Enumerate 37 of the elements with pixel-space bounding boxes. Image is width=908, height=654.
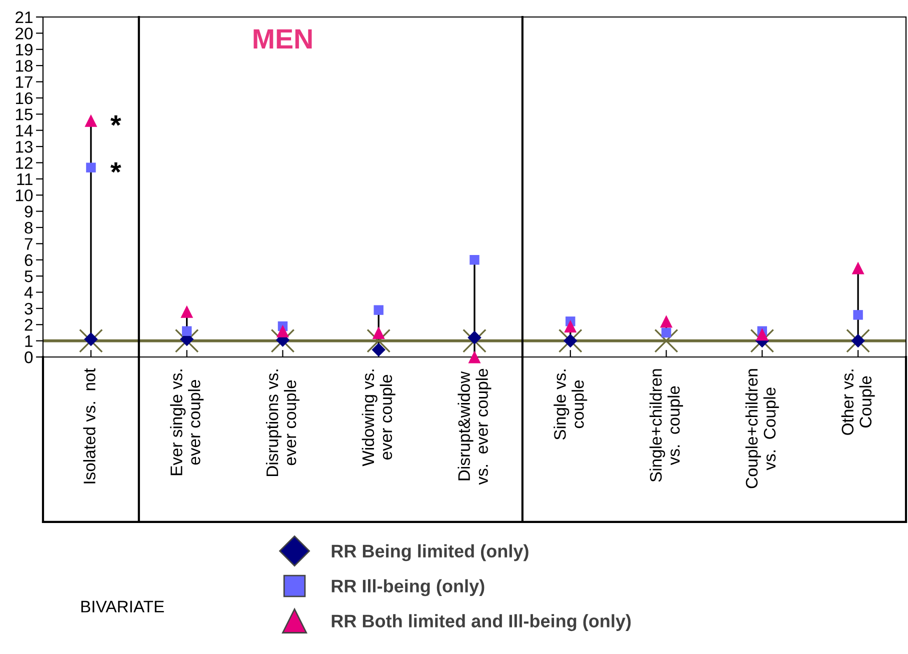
y-tick-label: 7 (24, 238, 32, 250)
y-tick-label: 4 (24, 286, 33, 298)
y-tick-label: 15 (16, 108, 33, 120)
y-tick-label: 10 (16, 189, 33, 202)
annotation: * (110, 162, 122, 173)
y-tick-label: 20 (16, 28, 33, 40)
y-tick-label: 14 (16, 124, 33, 136)
y-tick-label: 6 (24, 254, 33, 266)
x-tick-label: Isolated vs. not (83, 368, 96, 484)
y-tick-label: 5 (24, 270, 33, 282)
x-tick-label: Disrupt&widow vs. ever couple (458, 368, 492, 485)
y-tick-label: 2 (24, 319, 32, 331)
legend-label: RR Both limited and Ill-being (only) (332, 614, 631, 632)
y-tick-label: 12 (16, 157, 32, 169)
y-tick-label: 19 (16, 44, 32, 56)
legend-label: RR Being limited (only) (332, 544, 528, 562)
y-tick-label: 18 (16, 60, 33, 72)
annotation: * (110, 115, 122, 126)
x-tick-label: Other vs. Couple (841, 370, 875, 435)
x-tick-label: Ever single vs. ever couple (170, 370, 204, 476)
y-tick-label: 21 (16, 11, 32, 24)
text: BIVARIATE (81, 600, 164, 612)
x-tick-label: Single vs. couple (554, 370, 588, 440)
y-tick-label: 0 (24, 351, 33, 364)
x-tick-label: Single+children vs. couple (650, 369, 684, 482)
y-tick-label: 17 (16, 76, 32, 88)
chart-title: MEN (254, 29, 312, 48)
y-tick-label: 16 (16, 92, 33, 104)
y-tick-label: 11 (17, 173, 32, 185)
y-tick-label: 1 (25, 335, 32, 347)
legend-label: RR Ill-being (only) (332, 579, 484, 596)
x-tick-label: Couple+children vs. Couple (745, 369, 779, 488)
x-tick-label: Disruptions vs. ever couple (266, 370, 300, 476)
y-tick-label: 9 (24, 206, 32, 218)
y-tick-label: 13 (16, 140, 33, 153)
y-tick-label: 3 (24, 302, 33, 315)
y-tick-label: 8 (24, 222, 33, 234)
